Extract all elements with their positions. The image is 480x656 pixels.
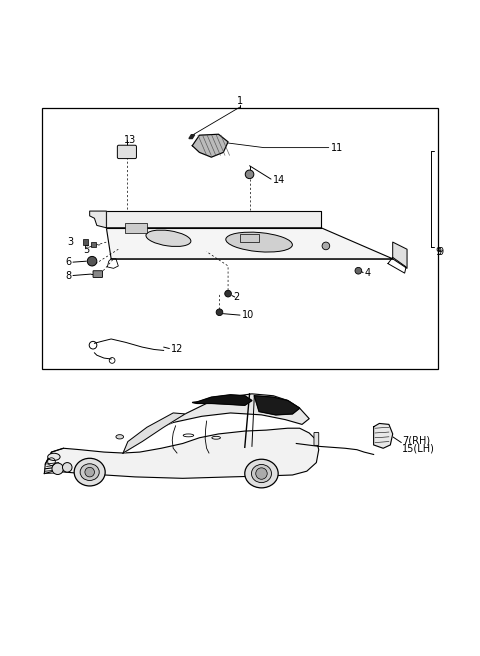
Bar xyxy=(84,239,88,245)
Polygon shape xyxy=(107,228,393,259)
Text: 4: 4 xyxy=(364,268,370,278)
Circle shape xyxy=(355,268,362,274)
Polygon shape xyxy=(192,395,252,405)
Ellipse shape xyxy=(74,459,105,486)
Text: 13: 13 xyxy=(124,135,136,146)
Ellipse shape xyxy=(116,435,123,439)
Bar xyxy=(42,108,438,369)
Ellipse shape xyxy=(48,453,60,461)
Text: 7(RH): 7(RH) xyxy=(402,435,431,445)
Circle shape xyxy=(52,463,63,474)
Text: 15(LH): 15(LH) xyxy=(402,443,435,453)
Polygon shape xyxy=(90,211,107,228)
Text: 8: 8 xyxy=(65,270,72,281)
Ellipse shape xyxy=(226,232,292,252)
Text: 14: 14 xyxy=(274,175,286,185)
FancyBboxPatch shape xyxy=(117,145,136,159)
Polygon shape xyxy=(44,428,319,478)
Polygon shape xyxy=(123,394,309,453)
FancyBboxPatch shape xyxy=(314,432,319,445)
Circle shape xyxy=(225,291,231,297)
Text: 5: 5 xyxy=(84,245,90,255)
Text: 3: 3 xyxy=(67,237,73,247)
Polygon shape xyxy=(123,413,185,453)
Polygon shape xyxy=(192,134,228,157)
Text: 9: 9 xyxy=(436,247,442,256)
Text: 10: 10 xyxy=(242,310,254,320)
FancyBboxPatch shape xyxy=(125,223,147,233)
Polygon shape xyxy=(373,423,393,448)
Circle shape xyxy=(322,242,330,250)
Text: 2: 2 xyxy=(233,292,239,302)
Circle shape xyxy=(245,170,254,178)
Circle shape xyxy=(87,256,97,266)
Circle shape xyxy=(62,462,72,472)
Text: 6: 6 xyxy=(65,257,72,267)
Polygon shape xyxy=(189,134,195,138)
Ellipse shape xyxy=(245,459,278,488)
Polygon shape xyxy=(107,211,321,228)
Ellipse shape xyxy=(252,464,272,483)
FancyBboxPatch shape xyxy=(240,234,259,242)
Circle shape xyxy=(85,467,95,477)
Circle shape xyxy=(216,309,223,316)
Ellipse shape xyxy=(80,464,99,480)
Circle shape xyxy=(256,468,267,480)
Text: 12: 12 xyxy=(171,344,183,354)
Bar xyxy=(91,241,96,247)
Text: 1: 1 xyxy=(237,96,243,106)
Text: 9: 9 xyxy=(437,247,443,256)
FancyBboxPatch shape xyxy=(93,271,103,277)
Polygon shape xyxy=(393,242,407,268)
Polygon shape xyxy=(254,396,300,415)
Text: 11: 11 xyxy=(331,142,343,153)
Ellipse shape xyxy=(146,230,191,247)
